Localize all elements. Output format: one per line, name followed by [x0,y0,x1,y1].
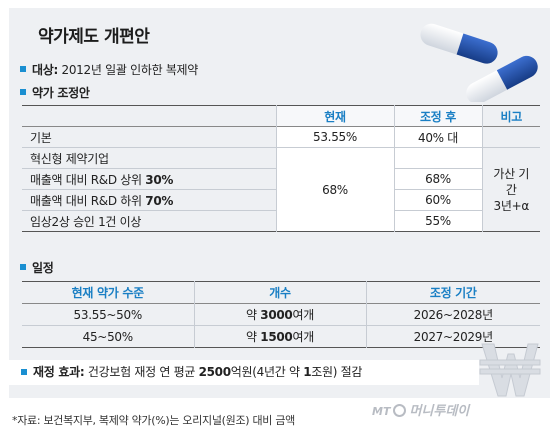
schedule-heading: 일정 [20,259,53,276]
row-adjusted [394,148,482,169]
row-current: 53.55% [276,127,394,148]
header-blank [22,106,276,127]
target-value: 2012년 일괄 인하한 복제약 [58,63,198,77]
adjust-label: 약가 조정안 [32,86,90,100]
bullet-square-icon [20,264,26,270]
table-header-row: 현재 조정 후 비고 [22,106,540,127]
row-label-prefix: 매출액 대비 R&D 상위 [30,173,145,187]
logo-prefix: MT [372,405,390,418]
count-bold: 1500 [260,330,292,344]
header-level: 현재 약가 수준 [22,282,194,304]
target-line: 대상: 2012년 일괄 인하한 복제약 [20,61,198,78]
table-header-row: 현재 약가 수준 개수 조정 기간 [22,282,540,304]
note-cell: 가산 기간 3년+α [482,148,540,232]
row-level: 45~50% [22,326,194,348]
page-title: 약가제도 개편안 [38,22,149,47]
row-period: 2026~2028년 [366,304,540,326]
schedule-table: 현재 약가 수준 개수 조정 기간 53.55~50% 약 3000여개 202… [22,281,540,348]
row-adjusted: 68% [394,169,482,190]
header-current: 현재 [276,106,394,127]
logo-ring-icon [393,404,406,417]
row-note-blank [482,127,540,148]
row-label: 매출액 대비 R&D 하위 70% [22,190,276,211]
schedule-label: 일정 [32,261,53,275]
row-count: 약 3000여개 [194,304,366,326]
table-row: 혁신형 제약기업 68% 가산 기간 3년+α [22,148,540,169]
row-adjusted: 40% 대 [394,127,482,148]
fiscal-text-a: 건강보험 재정 연 평균 [84,365,198,379]
merged-current: 68% [276,148,394,232]
won-symbol-icon [478,338,542,400]
fiscal-bold-a: 2500 [199,365,231,379]
fiscal-text-c: 조원) 절감 [311,365,362,379]
logo-text: 머니투데이 [409,404,469,419]
count-bold: 3000 [260,308,292,322]
row-count: 약 1500여개 [194,326,366,348]
table-row: 기본 53.55% 40% 대 [22,127,540,148]
price-adjust-table: 현재 조정 후 비고 기본 53.55% 40% 대 혁신형 제약기업 68% … [22,105,540,232]
row-label-bold: 30% [145,173,173,187]
row-label: 임상2상 승인 1건 이상 [22,211,276,232]
table-row: 53.55~50% 약 3000여개 2026~2028년 [22,304,540,326]
row-label-prefix: 매출액 대비 R&D 하위 [30,194,145,208]
note-line2: 3년+α [491,198,533,214]
fiscal-label: 재정 효과: [33,365,84,379]
bullet-square-icon [20,89,26,95]
header-note: 비고 [482,106,540,127]
count-prefix: 약 [246,308,260,322]
bullet-square-icon [20,66,26,72]
bullet-square-icon [21,369,27,375]
count-suffix: 여개 [292,308,313,322]
fiscal-effect-line: 재정 효과: 건강보험 재정 연 평균 2500억원(4년간 약 1조원) 절감 [9,360,479,385]
row-label: 혁신형 제약기업 [22,148,276,169]
brand-logo: MT 머니투데이 [372,400,469,419]
row-label-bold: 70% [145,194,173,208]
header-period: 조정 기간 [366,282,540,304]
target-label: 대상: [32,63,58,77]
fiscal-text-b: 억원(4년간 약 [231,365,303,379]
row-adjusted: 55% [394,211,482,232]
header-count: 개수 [194,282,366,304]
adjust-heading: 약가 조정안 [20,84,90,101]
capsule-icon [410,22,550,102]
row-level: 53.55~50% [22,304,194,326]
count-suffix: 여개 [292,330,313,344]
source-footnote: *자료: 보건복지부, 복제약 약가(%)는 오리지널(원조) 대비 금액 [12,412,295,428]
row-adjusted: 60% [394,190,482,211]
header-adjusted: 조정 후 [394,106,482,127]
row-label: 매출액 대비 R&D 상위 30% [22,169,276,190]
row-label: 기본 [22,127,276,148]
note-line1: 가산 기간 [491,166,533,198]
table-row: 45~50% 약 1500여개 2027~2029년 [22,326,540,348]
count-prefix: 약 [246,330,260,344]
